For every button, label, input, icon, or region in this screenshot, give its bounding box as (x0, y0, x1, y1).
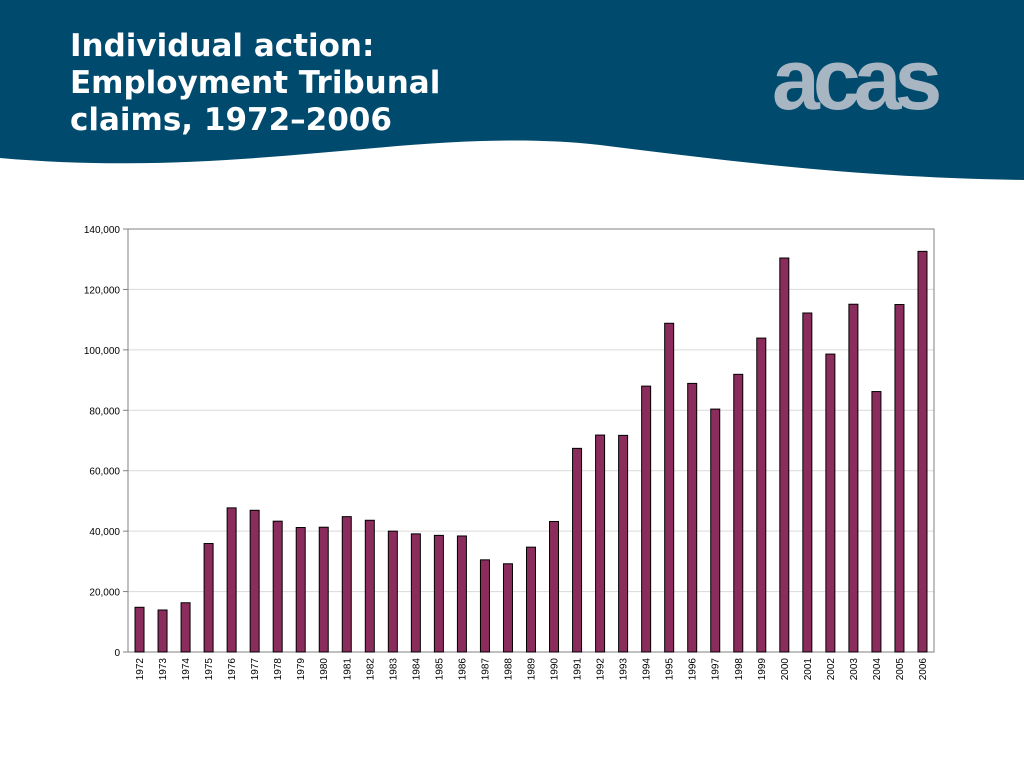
x-tick-label: 1982 (365, 658, 376, 681)
bar-1974 (180, 602, 191, 653)
bar-1981 (341, 516, 352, 653)
x-tick-label: 1984 (411, 658, 422, 681)
x-tick-label: 1986 (457, 658, 468, 681)
bar-1985 (433, 534, 444, 653)
x-tick-label: 1990 (550, 658, 561, 681)
x-tick-label: 2001 (803, 658, 814, 681)
header-band (0, 0, 1024, 180)
x-tick-label: 1991 (573, 658, 584, 681)
slide-title-line-2: Employment Tribunal (70, 65, 441, 101)
bar-1979 (295, 527, 306, 653)
y-tick-label: 140,000 (84, 225, 121, 236)
x-tick-label: 1973 (158, 658, 169, 681)
x-tick-label: 1993 (619, 658, 630, 681)
header-wave (0, 0, 1024, 180)
bar-1988 (502, 563, 513, 653)
bar-1997 (710, 408, 721, 653)
x-tick-label: 1980 (319, 658, 330, 681)
bars (134, 250, 928, 653)
bar-1977 (249, 509, 260, 653)
x-tick-label: 1974 (181, 658, 192, 681)
bar-2003 (848, 303, 859, 653)
x-axis-tick-labels: 1972 1973 1974 1975 1976 1977 1978 1979 1980 1981… (135, 658, 929, 681)
bar-1993 (618, 434, 629, 653)
bar-1996 (687, 382, 698, 653)
slide-title: Individual action: Employment Tribunal c… (70, 28, 440, 139)
bar-1972 (134, 606, 145, 653)
y-tick-label: 120,000 (84, 285, 121, 296)
bar-1999 (756, 337, 767, 653)
x-tick-label: 2006 (918, 658, 929, 681)
bar-1975 (203, 543, 214, 653)
bar-2002 (825, 353, 836, 653)
bar-2004 (871, 391, 882, 653)
bar-2000 (779, 257, 790, 653)
x-tick-label: 1995 (665, 658, 676, 681)
y-tick-label: 0 (114, 648, 120, 659)
x-tick-label: 1996 (688, 658, 699, 681)
slide-title-line-1: Individual action: (70, 28, 375, 64)
x-tick-label: 1972 (135, 658, 146, 681)
bar-1984 (410, 533, 421, 653)
x-tick-label: 1994 (642, 658, 653, 681)
x-tick-label: 1981 (342, 658, 353, 681)
bar-2001 (802, 312, 813, 653)
bar-1994 (641, 385, 652, 653)
x-tick-label: 1997 (711, 658, 722, 681)
x-tick-label: 1987 (480, 658, 491, 681)
bar-1973 (157, 609, 168, 653)
bar-1983 (387, 530, 398, 653)
acas-logo: acas (772, 32, 942, 128)
bar-1986 (456, 535, 467, 653)
x-tick-label: 1998 (734, 658, 745, 681)
y-tick-label: 80,000 (89, 406, 120, 417)
x-tick-label: 1992 (596, 658, 607, 681)
y-tick-label: 40,000 (89, 527, 120, 538)
x-tick-label: 1976 (227, 658, 238, 681)
y-axis-tick-labels: 0 20,000 40,000 60,000 80,000 100,000 120,000 1… (84, 225, 128, 659)
x-tick-label: 2000 (780, 658, 791, 681)
slide-title-line-3: claims, 1972–2006 (70, 102, 392, 138)
bar-1998 (733, 373, 744, 653)
y-tick-label: 60,000 (89, 467, 120, 478)
x-tick-label: 1999 (757, 658, 768, 681)
y-tick-label: 20,000 (89, 588, 120, 599)
bar-2005 (894, 304, 905, 653)
x-tick-label: 2003 (849, 658, 860, 681)
x-tick-label: 1985 (434, 658, 445, 681)
x-tick-label: 1988 (503, 658, 514, 681)
bar-1989 (526, 546, 536, 653)
gridlines (128, 288, 934, 593)
bar-1976 (226, 507, 237, 653)
x-tick-label: 1989 (527, 658, 538, 681)
bar-1982 (364, 519, 375, 653)
x-tick-label: 1975 (204, 658, 215, 681)
x-tick-label: 1983 (388, 658, 399, 681)
x-tick-label: 1977 (250, 658, 261, 681)
bar-1980 (318, 526, 329, 653)
x-tick-label: 2002 (826, 658, 837, 681)
bar-1978 (272, 520, 283, 653)
bar-1992 (595, 434, 606, 653)
y-tick-label: 100,000 (84, 346, 121, 357)
x-tick-label: 2004 (872, 658, 883, 681)
x-tick-label: 1978 (273, 658, 284, 681)
x-tick-label: 2005 (895, 658, 906, 681)
bar-1990 (549, 520, 560, 653)
bar-1995 (664, 322, 675, 653)
x-tick-label: 1979 (296, 658, 307, 681)
bar-2006 (917, 250, 928, 653)
bar-1987 (479, 559, 490, 653)
bar-1991 (572, 447, 583, 653)
